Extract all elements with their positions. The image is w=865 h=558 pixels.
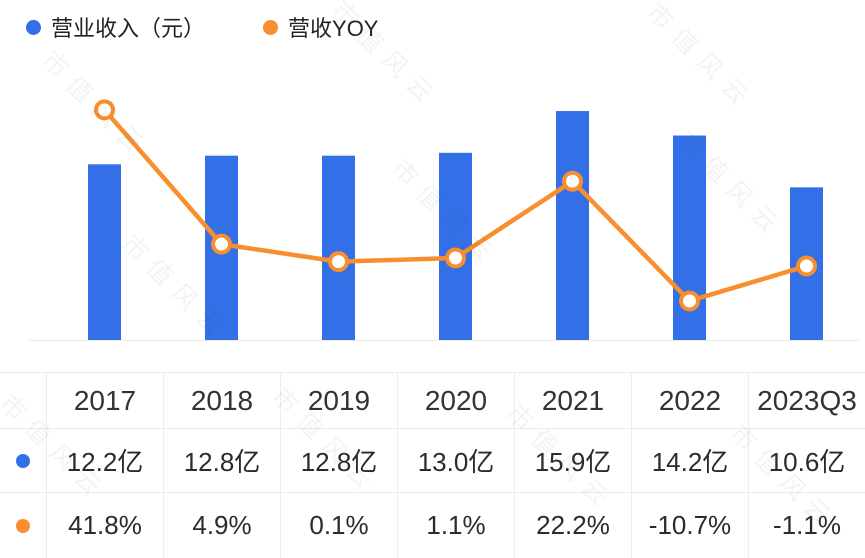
table-corner-cell [0, 372, 46, 428]
revenue-bar-2017[interactable] [88, 164, 121, 340]
legend-item-revenue[interactable]: 营业收入（元） [26, 11, 205, 43]
yoy-marker-2018[interactable] [211, 233, 232, 255]
yoy-marker-2019[interactable] [328, 251, 349, 273]
revenue-cell-2021: 15.9亿 [514, 428, 631, 492]
yoy-marker-2020[interactable] [445, 247, 466, 269]
year-header-2021: 2021 [514, 372, 631, 428]
revenue-row-dot-cell [0, 428, 46, 492]
data-table: 2017 2018 2019 2020 2021 2022 2023Q3 12.… [0, 372, 865, 558]
revenue-legend-dot-icon [26, 19, 41, 35]
year-header-2022: 2022 [631, 372, 748, 428]
yoy-marker-2017[interactable] [94, 99, 115, 121]
revenue-cell-2018: 12.8亿 [163, 428, 280, 492]
legend-item-yoy[interactable]: 营收YOY [263, 11, 378, 43]
yoy-marker-2023Q3[interactable] [796, 255, 817, 277]
legend-label-revenue: 营业收入（元） [51, 16, 206, 41]
revenue-cell-2023q3: 10.6亿 [748, 428, 865, 492]
yoy-legend-dot-icon [263, 19, 279, 35]
yoy-marker-2021[interactable] [562, 170, 583, 192]
revenue-bar-2019[interactable] [322, 155, 355, 340]
yoy-row-dot-icon [16, 518, 30, 533]
revenue-cell-2022: 14.2亿 [631, 428, 748, 492]
legend-label-yoy: 营收YOY [288, 16, 379, 41]
yoy-row-dot-cell [0, 492, 46, 558]
year-header-2017: 2017 [46, 372, 163, 428]
revenue-cell-2019: 12.8亿 [280, 428, 397, 492]
revenue-row-dot-icon [16, 453, 30, 468]
yoy-cell-2017: 41.8% [46, 492, 163, 558]
yoy-marker-2022[interactable] [679, 290, 700, 312]
year-header-2023q3: 2023Q3 [748, 372, 865, 428]
year-header-2019: 2019 [280, 372, 397, 428]
combo-chart [28, 99, 860, 341]
yoy-cell-2021: 22.2% [514, 492, 631, 558]
year-header-2020: 2020 [397, 372, 514, 428]
chart-legend: 营业收入（元） 营收YOY [26, 11, 378, 43]
revenue-cell-2017: 12.2亿 [46, 428, 163, 492]
yoy-cell-2018: 4.9% [163, 492, 280, 558]
revenue-cell-2020: 13.0亿 [397, 428, 514, 492]
yoy-cell-2020: 1.1% [397, 492, 514, 558]
revenue-bar-2020[interactable] [439, 152, 472, 340]
yoy-cell-2023q3: -1.1% [748, 492, 865, 558]
yoy-cell-2019: 0.1% [280, 492, 397, 558]
revenue-bar-2021[interactable] [556, 111, 589, 340]
year-header-2018: 2018 [163, 372, 280, 428]
yoy-cell-2022: -10.7% [631, 492, 748, 558]
